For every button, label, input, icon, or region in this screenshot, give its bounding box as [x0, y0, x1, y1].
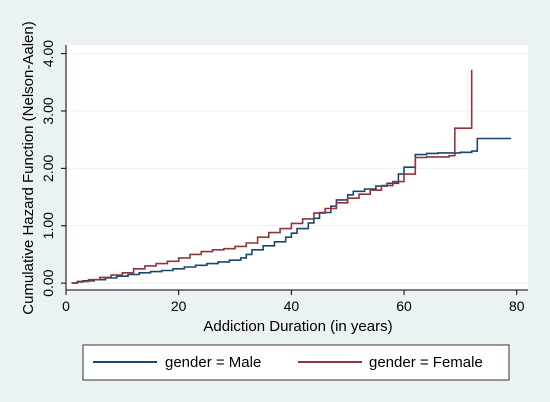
- x-tick-label: 80: [509, 298, 525, 314]
- series-layer: [71, 69, 512, 284]
- axis-layer: [61, 45, 528, 295]
- plot-region-background: [66, 45, 528, 290]
- legend-label-male: gender = Male: [165, 354, 261, 371]
- y-tick-label: 0.00: [40, 269, 56, 296]
- legend-label-female: gender = Female: [369, 354, 483, 371]
- x-axis-label: Addiction Duration (in years): [203, 318, 392, 335]
- x-tick-label: 60: [396, 298, 412, 314]
- x-tick-label: 0: [62, 298, 70, 314]
- x-tick-label: 40: [284, 298, 300, 314]
- y-tick-label: 1.00: [40, 212, 56, 239]
- y-tick-label: 2.00: [40, 155, 56, 182]
- series-line-male: [71, 137, 512, 284]
- grid-layer: [66, 53, 528, 284]
- label-layer: 0.00 1.00 2.00 3.00 4.00 0 20 40 60 80: [40, 40, 525, 314]
- series-line-female: [71, 69, 473, 284]
- x-tick-label: 20: [171, 298, 187, 314]
- y-axis-label: Cumulative Hazard Function (Nelson-Aalen…: [20, 21, 37, 314]
- y-tick-label: 4.00: [40, 40, 56, 67]
- y-tick-label: 3.00: [40, 97, 56, 124]
